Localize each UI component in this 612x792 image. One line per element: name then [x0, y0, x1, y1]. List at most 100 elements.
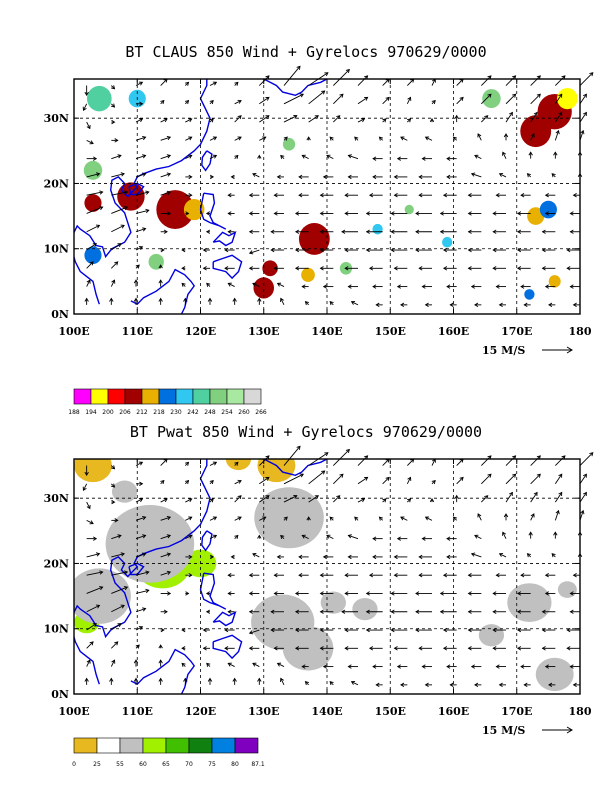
wind-arrow-head [273, 646, 278, 651]
wind-arrow-head [283, 136, 288, 141]
wind-arrow-head [142, 552, 147, 557]
wind-arrow-head [365, 609, 370, 614]
wind-arrow-head [548, 682, 553, 688]
wind-arrow-head [442, 646, 448, 651]
wind-arrow [308, 495, 319, 503]
wind-arrow [135, 173, 146, 178]
wind-arrow-head [319, 627, 324, 633]
wind-arrow [86, 261, 94, 269]
wind-arrow [135, 155, 146, 160]
wind-arrow [228, 282, 235, 287]
wind-arrow-head [209, 118, 214, 123]
wind-arrow-head [561, 455, 566, 460]
wind-arrow-head [536, 455, 541, 460]
wind-arrow-head [227, 591, 232, 596]
wind-arrow [252, 553, 260, 558]
wind-arrow-head [390, 229, 395, 234]
wind-arrow-head [415, 591, 420, 596]
wind-arrow-head [262, 516, 267, 521]
y-tick-label: 20N [44, 557, 69, 570]
wind-arrow-head [188, 573, 193, 578]
wind-arrow-head [185, 591, 190, 596]
wind-arrow [252, 282, 260, 287]
wind-arrow-head [319, 609, 324, 614]
wind-arrow-head [109, 677, 114, 682]
wind-arrow-head [418, 266, 423, 271]
wind-arrow-head [502, 531, 506, 536]
wind-arrow-head [382, 118, 387, 123]
wind-arrow [554, 112, 563, 123]
colorbar-label: 0 [72, 761, 76, 768]
wind-arrow [554, 93, 563, 105]
wind-arrow-head [252, 552, 257, 557]
wind-arrow-head [516, 609, 522, 614]
wind-arrow [474, 535, 482, 540]
wind-arrow-head [495, 284, 500, 289]
wind-arrow-head [224, 266, 229, 271]
wind-arrow-head [566, 646, 571, 651]
colorbar-swatch [175, 388, 194, 405]
wind-arrow-head [583, 491, 587, 496]
wind-arrow-head [298, 573, 303, 578]
wind-arrow [530, 93, 541, 105]
wind-arrow [407, 458, 415, 466]
wind-arrow [160, 553, 171, 558]
wind-arrow [135, 516, 146, 521]
chart-panel-2: 100E 110E 120E 130E 140E 150E 160E 170E 180 0N 10N… [44, 445, 594, 768]
wind-arrow [111, 535, 122, 540]
wind-arrow-head [424, 136, 430, 141]
wind-arrow-head [202, 646, 207, 651]
wind-arrow-head [123, 570, 129, 575]
wind-arrow [481, 75, 492, 86]
wind-arrow-head [470, 664, 475, 669]
wind-arrow-head [276, 554, 281, 560]
wind-arrow-head [84, 91, 89, 97]
wind-arrow-head [516, 266, 522, 271]
wind-arrow-head [393, 573, 398, 578]
wind-arrow-head [99, 190, 104, 195]
y-tick-label: 0N [51, 688, 69, 701]
wind-arrow [530, 133, 535, 141]
wind-arrow-head [273, 211, 278, 216]
wind-arrow [135, 608, 146, 613]
wind-arrow-head [160, 247, 165, 253]
grid [74, 79, 580, 314]
wind-arrow-head [467, 573, 472, 578]
wind-arrow-head [160, 627, 165, 633]
data-blob [105, 505, 195, 583]
wind-arrow-head [487, 455, 492, 460]
wind-arrow-head [237, 115, 242, 120]
wind-arrow-head [555, 129, 560, 135]
wind-arrow-head [487, 75, 492, 80]
wind-arrow-head [248, 229, 253, 234]
wind-arrow-head [492, 591, 497, 596]
coastline [212, 254, 243, 280]
wind-arrow-head [530, 133, 535, 138]
wind-arrow-head [314, 495, 319, 500]
wind-arrow-head [487, 93, 492, 98]
wind-arrow-head [322, 174, 327, 180]
wind-arrow-head [378, 136, 383, 141]
wind-arrow-head [224, 247, 229, 253]
wind-arrow-head [227, 609, 232, 614]
wind-arrow-head [224, 627, 229, 633]
wind-arrow-head [163, 229, 168, 234]
colorbar-swatch [73, 737, 98, 754]
wind-arrow [86, 641, 94, 649]
wind-arrow-head [181, 282, 186, 287]
wind-arrow-head [188, 174, 193, 180]
wind-arrow-head [301, 154, 306, 159]
wind-arrow-head [276, 174, 281, 180]
data-blob [257, 459, 296, 483]
colorbar-label: 87.1 [251, 761, 265, 768]
wind-arrow-head [185, 479, 190, 485]
wind-arrow-head [467, 609, 472, 614]
wind-arrow-head [421, 664, 426, 669]
wind-arrow-head [396, 536, 401, 541]
colorbar-swatch [142, 737, 167, 754]
wind-arrow-head [273, 591, 278, 596]
wind-arrow-head [205, 229, 211, 234]
coastline [212, 610, 237, 627]
coastline [212, 230, 237, 247]
data-blob [520, 115, 552, 148]
